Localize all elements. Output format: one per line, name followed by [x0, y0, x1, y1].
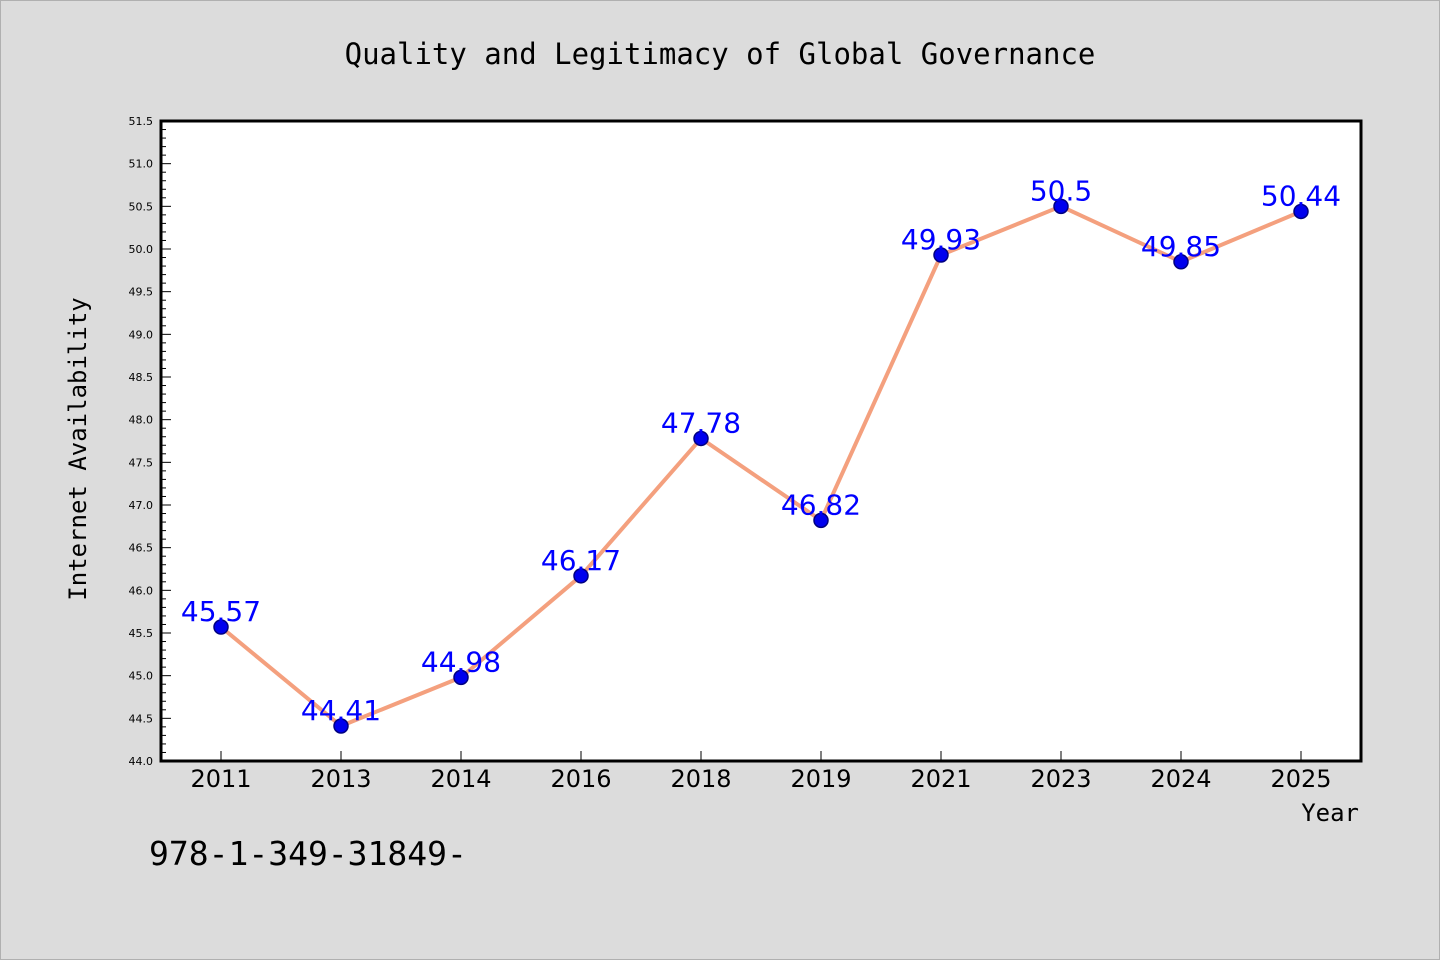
x-tick-label: 2024 [1150, 765, 1211, 793]
y-tick-label: 44.5 [129, 712, 154, 725]
data-label: 44.98 [421, 645, 501, 678]
data-point [933, 247, 949, 263]
data-point [813, 512, 829, 529]
data-label: 49.85 [1141, 230, 1221, 263]
data-point [333, 718, 349, 734]
x-axis: 2011 2013 2014 2016 2018 2019 2021 2023 2024 2025 [190, 751, 1332, 793]
x-axis-label: Year [1301, 799, 1359, 827]
y-tick-label: 46.0 [129, 584, 154, 597]
data-label: 50.44 [1261, 179, 1341, 212]
x-tick-label: 2025 [1270, 765, 1331, 793]
y-tick-label: 47.5 [129, 456, 154, 469]
data-point [1293, 203, 1309, 220]
y-tick-label: 49.0 [129, 328, 154, 341]
data-labels: 45.57 44.41 44.98 46.17 47.78 46.82 49.93 50.5 4… [181, 174, 1341, 727]
y-tick-label: 48.0 [129, 414, 154, 427]
y-tick-label: 51.0 [129, 158, 154, 171]
y-tick-label: 49.5 [129, 286, 154, 299]
x-tick-label: 2014 [430, 765, 491, 793]
y-tick-label: 50.0 [129, 243, 154, 256]
series-line [219, 204, 1302, 728]
x-tick-label: 2019 [790, 765, 851, 793]
y-tick-label: 45.0 [129, 670, 154, 683]
y-tick-label: 47.0 [129, 499, 154, 512]
data-label: 46.17 [541, 544, 621, 577]
data-label: 47.78 [661, 406, 741, 439]
y-axis-label: Internet Availability [64, 297, 92, 600]
data-point [573, 568, 589, 584]
x-tick-label: 2021 [910, 765, 971, 793]
data-point [693, 430, 709, 447]
data-point [1053, 198, 1069, 215]
x-tick-label: 2023 [1030, 765, 1091, 793]
data-label: 49.93 [901, 223, 981, 256]
y-axis: 44.0 44.5 45.0 45.5 46.0 46.5 47.0 47.5 48.0 48.5… [129, 115, 171, 768]
data-label: 46.82 [781, 488, 861, 521]
plot-area [159, 119, 1363, 763]
x-tick-label: 2013 [310, 765, 371, 793]
data-point [453, 669, 469, 686]
y-tick-label: 45.5 [129, 627, 154, 640]
x-tick-label: 2011 [190, 765, 251, 793]
data-label: 45.57 [181, 595, 261, 628]
x-tick-label: 2018 [670, 765, 731, 793]
y-tick-label: 51.5 [129, 115, 154, 128]
footnote-text: 978-1-349-31849- [149, 834, 467, 873]
y-tick-label: 44.0 [129, 755, 154, 768]
x-tick-label: 2016 [550, 765, 611, 793]
data-markers [213, 198, 1309, 734]
y-tick-label: 46.5 [129, 542, 154, 555]
data-label: 44.41 [301, 694, 381, 727]
y-tick-label: 48.5 [129, 371, 154, 384]
y-tick-label: 50.5 [129, 200, 154, 213]
data-point [213, 619, 229, 635]
data-label: 50.5 [1030, 174, 1092, 207]
chart-title: Quality and Legitimacy of Global Governa… [345, 37, 1096, 71]
data-point [1173, 254, 1189, 270]
